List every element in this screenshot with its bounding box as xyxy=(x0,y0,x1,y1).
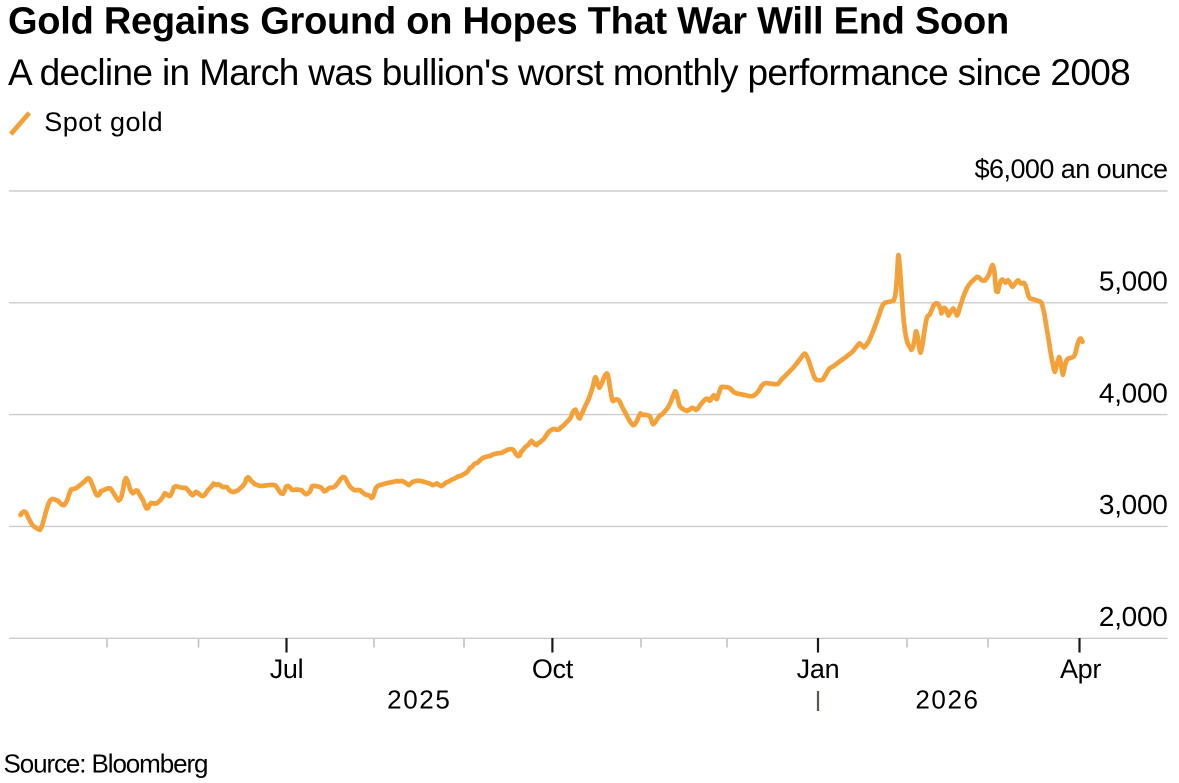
svg-text:5,000: 5,000 xyxy=(1099,266,1168,297)
svg-text:2,000: 2,000 xyxy=(1099,601,1168,632)
svg-text:2025: 2025 xyxy=(387,684,451,714)
svg-text:Source: Bloomberg: Source: Bloomberg xyxy=(4,749,208,779)
svg-text:Spot gold: Spot gold xyxy=(44,107,163,137)
svg-text:4,000: 4,000 xyxy=(1099,377,1168,408)
svg-text:Gold Regains Ground on Hopes T: Gold Regains Ground on Hopes That War Wi… xyxy=(8,1,1009,43)
svg-text:2026: 2026 xyxy=(915,684,979,714)
svg-text:Oct: Oct xyxy=(532,654,574,684)
svg-text:Jul: Jul xyxy=(270,654,304,684)
svg-text:Apr: Apr xyxy=(1060,654,1101,684)
svg-text:$6,000 an ounce: $6,000 an ounce xyxy=(975,154,1168,184)
svg-text:3,000: 3,000 xyxy=(1099,489,1168,520)
svg-text:Jan: Jan xyxy=(797,654,840,684)
svg-text:A decline in March was bullion: A decline in March was bullion's worst m… xyxy=(8,52,1130,93)
